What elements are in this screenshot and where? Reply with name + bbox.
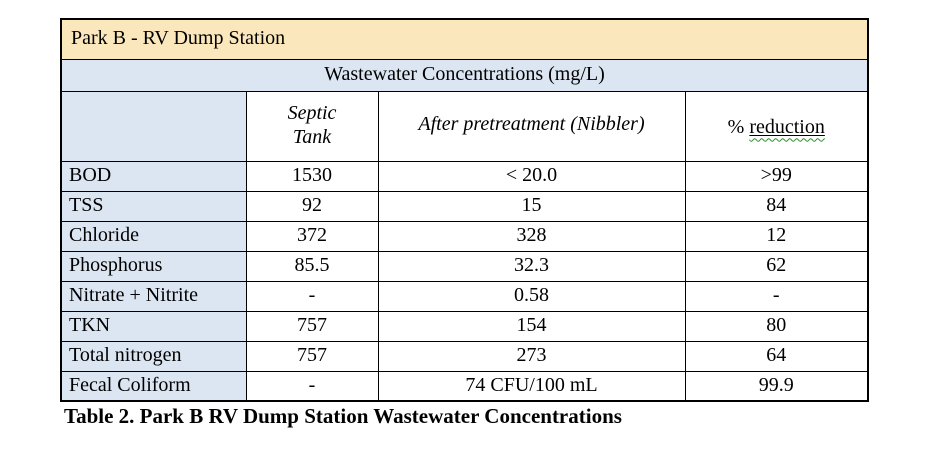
row-label: BOD: [60, 160, 247, 192]
table-row-bod: BOD 1530 < 20.0 >99: [60, 160, 869, 192]
row-label: Fecal Coliform: [60, 370, 247, 402]
reduction-value: 99.9: [684, 370, 869, 402]
table-row-fecal-coliform: Fecal Coliform - 74 CFU/100 mL 99.9: [60, 370, 869, 402]
after-value: 15: [377, 190, 686, 222]
septic-value: -: [245, 370, 379, 402]
column-header-septic-tank: Septic Tank: [245, 90, 379, 162]
column-header-row: Septic Tank After pretreatment (Nibbler)…: [60, 90, 869, 162]
table-row-nitrate-nitrite: Nitrate + Nitrite - 0.58 -: [60, 280, 869, 312]
reduction-value: 84: [684, 190, 869, 222]
column-header-parameter: [60, 90, 247, 162]
septic-value: 85.5: [245, 250, 379, 282]
septic-value: 757: [245, 310, 379, 342]
after-value: 0.58: [377, 280, 686, 312]
reduction-value: 12: [684, 220, 869, 252]
table-row-tkn: TKN 757 154 80: [60, 310, 869, 342]
row-label: Nitrate + Nitrite: [60, 280, 247, 312]
table-row-phosphorus: Phosphorus 85.5 32.3 62: [60, 250, 869, 282]
after-value: 74 CFU/100 mL: [377, 370, 686, 402]
after-value: < 20.0: [377, 160, 686, 192]
septic-value: -: [245, 280, 379, 312]
septic-value: 1530: [245, 160, 379, 192]
table-row-total-nitrogen: Total nitrogen 757 273 64: [60, 340, 869, 372]
table-title: Park B - RV Dump Station: [60, 18, 869, 60]
septic-value: 92: [245, 190, 379, 222]
table-subtitle: Wastewater Concentrations (mg/L): [60, 58, 869, 92]
reduction-value: >99: [684, 160, 869, 192]
reduction-value: 80: [684, 310, 869, 342]
table-caption: Table 2. Park B RV Dump Station Wastewat…: [64, 404, 622, 428]
row-label: Phosphorus: [60, 250, 247, 282]
after-value: 32.3: [377, 250, 686, 282]
after-value: 328: [377, 220, 686, 252]
percent-sign: %: [727, 115, 750, 138]
row-label: TSS: [60, 190, 247, 222]
reduction-value: -: [684, 280, 869, 312]
wastewater-concentrations-table: Park B - RV Dump Station Wastewater Conc…: [60, 18, 870, 402]
after-value: 154: [377, 310, 686, 342]
column-header-after-pretreatment: After pretreatment (Nibbler): [377, 90, 686, 162]
row-label: TKN: [60, 310, 247, 342]
row-label: Total nitrogen: [60, 340, 247, 372]
table-subtitle-row: Wastewater Concentrations (mg/L): [60, 58, 869, 92]
table-row-tss: TSS 92 15 84: [60, 190, 869, 222]
reduction-value: 62: [684, 250, 869, 282]
reduction-word-underlined: reduction: [749, 115, 825, 138]
after-value: 273: [377, 340, 686, 372]
row-label: Chloride: [60, 220, 247, 252]
reduction-value: 64: [684, 340, 869, 372]
column-header-percent-reduction: % reduction: [684, 90, 869, 162]
table-row-chloride: Chloride 372 328 12: [60, 220, 869, 252]
table-title-row: Park B - RV Dump Station: [60, 18, 869, 60]
septic-value: 372: [245, 220, 379, 252]
septic-value: 757: [245, 340, 379, 372]
